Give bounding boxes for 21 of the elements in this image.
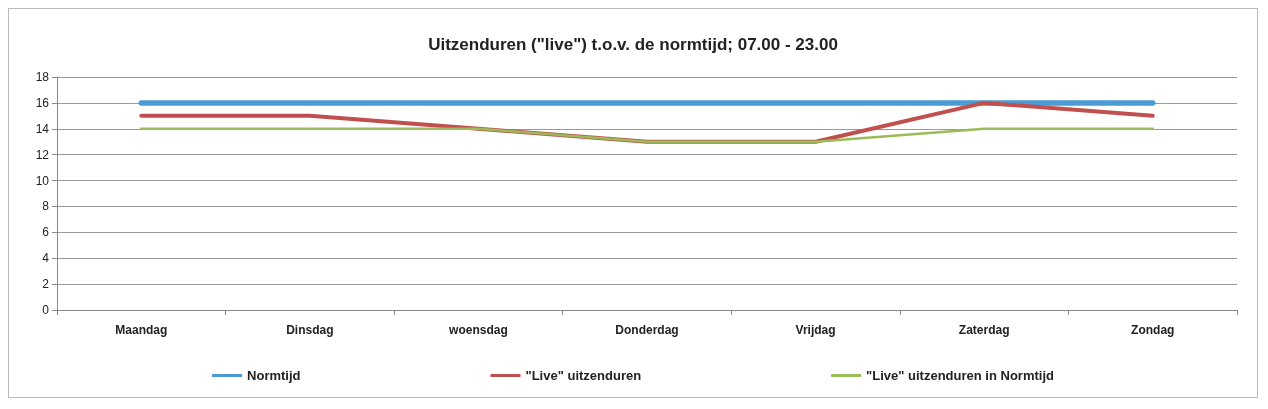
x-tick-label: Zondag (1131, 323, 1175, 337)
y-tick-label: 4 (42, 251, 50, 266)
y-tick-label: 6 (42, 225, 50, 240)
y-tick-label: 16 (35, 95, 50, 110)
x-tick-label: Maandag (115, 323, 168, 337)
y-tick-label: 18 (35, 70, 50, 84)
y-tick-label: 8 (42, 199, 50, 214)
x-tick-label: Zaterdag (958, 323, 1010, 337)
legend-label: "Live" uitzenduren (525, 368, 642, 383)
chart-title: Uitzenduren ("live") t.o.v. de normtijd; 07.00 - 23.00 (428, 35, 838, 54)
y-tick-label: 12 (35, 147, 50, 162)
legend-label: "Live" uitzenduren in Normtijd (866, 368, 1054, 383)
y-tick-label: 2 (42, 277, 50, 292)
legend-label: Normtijd (247, 368, 301, 383)
y-tick-label: 0 (42, 303, 50, 317)
y-tick-label: 10 (35, 173, 50, 188)
x-tick-label: Vrijdag (795, 323, 836, 337)
x-tick-label: Dinsdag (286, 323, 334, 337)
x-tick-label: woensdag (448, 323, 508, 337)
y-tick-label: 14 (35, 121, 50, 136)
x-tick-label: Donderdag (615, 323, 679, 337)
